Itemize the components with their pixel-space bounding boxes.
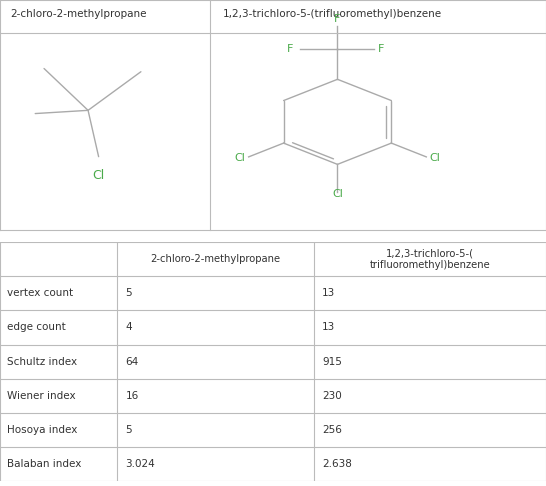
Text: vertex count: vertex count xyxy=(7,288,73,298)
Text: Schultz index: Schultz index xyxy=(7,357,76,366)
Text: 64: 64 xyxy=(126,357,139,366)
Text: Balaban index: Balaban index xyxy=(7,459,81,469)
Text: 5: 5 xyxy=(126,288,132,298)
Text: Wiener index: Wiener index xyxy=(7,391,75,401)
Text: 2-chloro-2-methylpropane: 2-chloro-2-methylpropane xyxy=(10,9,147,19)
Text: 915: 915 xyxy=(322,357,342,366)
Text: F: F xyxy=(378,44,384,54)
Text: Cl: Cl xyxy=(234,153,245,163)
Text: 13: 13 xyxy=(322,322,335,332)
Text: 4: 4 xyxy=(126,322,132,332)
Text: edge count: edge count xyxy=(7,322,66,332)
Text: 13: 13 xyxy=(322,288,335,298)
Text: Cl: Cl xyxy=(430,153,441,163)
Text: F: F xyxy=(334,14,341,24)
Text: Hosoya index: Hosoya index xyxy=(7,425,77,435)
Text: 256: 256 xyxy=(322,425,342,435)
Text: 230: 230 xyxy=(322,391,342,401)
Text: 3.024: 3.024 xyxy=(126,459,155,469)
Text: Cl: Cl xyxy=(92,169,105,182)
Text: 5: 5 xyxy=(126,425,132,435)
Text: 16: 16 xyxy=(126,391,139,401)
Text: 1,2,3-trichloro-5-(trifluoromethyl)benzene: 1,2,3-trichloro-5-(trifluoromethyl)benze… xyxy=(223,9,442,19)
Text: F: F xyxy=(287,44,294,54)
Text: 2-chloro-2-methylpropane: 2-chloro-2-methylpropane xyxy=(151,254,281,264)
Text: Cl: Cl xyxy=(332,189,343,199)
Text: 2.638: 2.638 xyxy=(322,459,352,469)
Text: 1,2,3-trichloro-5-(
trifluoromethyl)benzene: 1,2,3-trichloro-5-( trifluoromethyl)benz… xyxy=(370,248,490,270)
